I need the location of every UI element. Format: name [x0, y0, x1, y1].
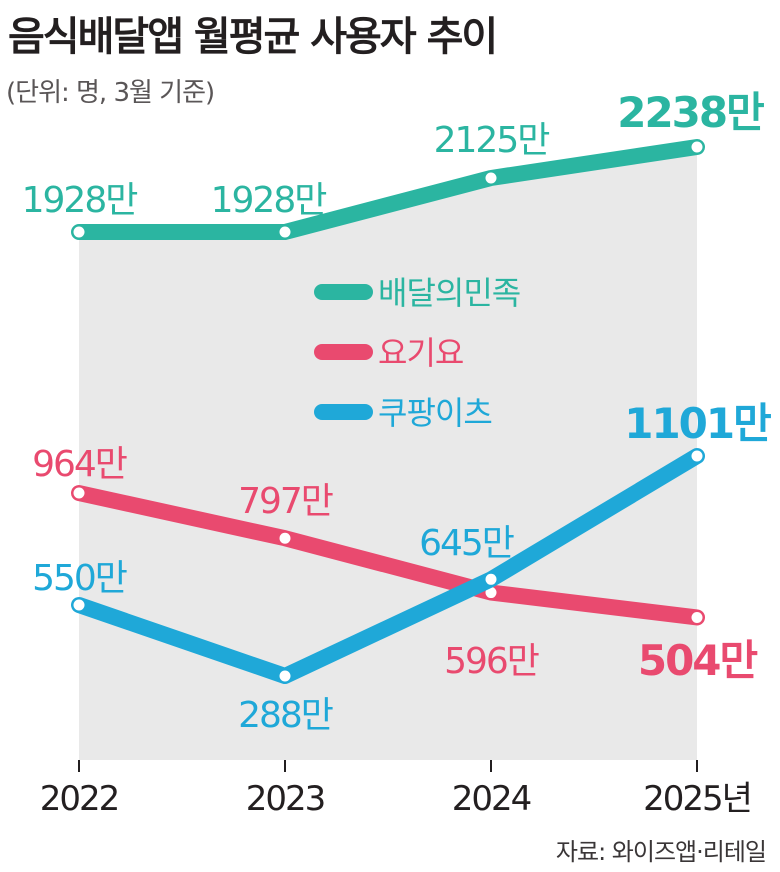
data-point [691, 611, 703, 623]
x-tick-label: 2023 [246, 779, 325, 819]
legend-entry: 쿠팡이츠 [378, 394, 492, 432]
data-point [691, 141, 703, 153]
chart-title: 음식배달앱 월평균 사용자 추이 [8, 14, 498, 60]
data-label: 964만 [32, 444, 127, 485]
data-label: 596만 [444, 641, 539, 682]
series-line-1 [71, 485, 705, 626]
data-point [485, 573, 497, 585]
data-label: 2125만 [434, 120, 550, 161]
data-label: 1928만 [211, 180, 327, 221]
x-tick-label: 2025년 [643, 779, 751, 819]
source-note: 자료: 와이즈앱·리테일 [555, 838, 767, 866]
data-point [485, 587, 497, 599]
chart-subtitle: (단위: 명, 3월 기준) [6, 78, 215, 108]
data-point [485, 172, 497, 184]
data-label: 550만 [32, 558, 127, 599]
x-tick-label: 2022 [40, 779, 119, 819]
data-label: 645만 [419, 523, 514, 564]
data-label: 2238만 [617, 88, 764, 137]
data-point [279, 532, 291, 544]
data-point [279, 226, 291, 238]
data-label: 797만 [238, 481, 333, 522]
data-label: 1101만 [624, 399, 771, 448]
data-point [73, 599, 85, 611]
series-line-0 [71, 139, 705, 240]
series-line-2 [71, 448, 705, 684]
legend-entry: 배달의민족 [378, 274, 520, 312]
data-point [73, 487, 85, 499]
data-label: 288만 [238, 695, 333, 736]
data-label: 1928만 [22, 180, 138, 221]
x-tick-label: 2024 [452, 779, 531, 819]
data-point [691, 450, 703, 462]
data-point [73, 226, 85, 238]
data-label: 504만 [638, 636, 758, 685]
data-point [279, 670, 291, 682]
legend-entry: 요기요 [378, 334, 463, 372]
